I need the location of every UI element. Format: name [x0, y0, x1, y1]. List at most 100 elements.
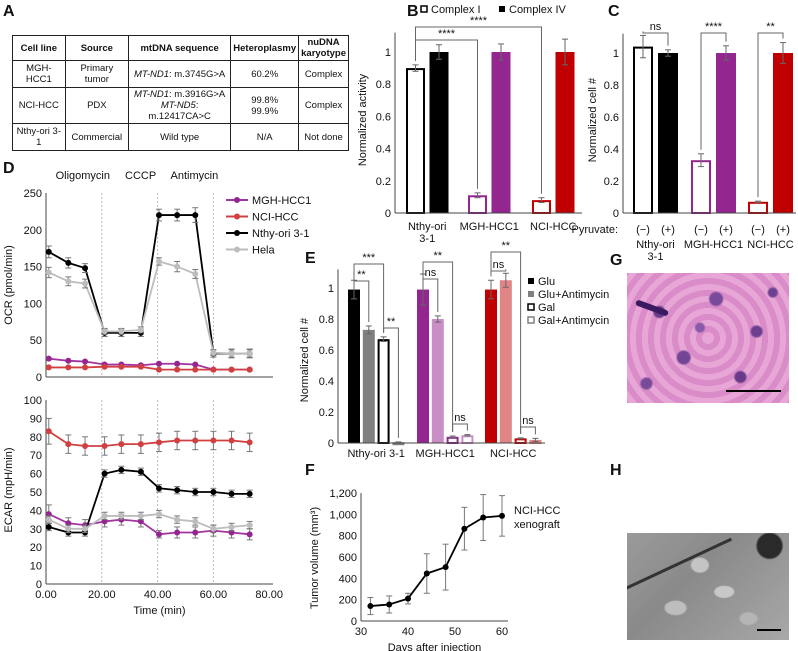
data-point	[82, 265, 89, 272]
category-label-line: Nthy-ori	[408, 221, 447, 233]
significance-label: ns	[493, 259, 505, 271]
significance-bracket	[452, 423, 468, 433]
data-point	[192, 361, 199, 368]
data-point	[65, 259, 72, 266]
y-tick-label: 30	[30, 524, 42, 536]
legend-label: Glu	[538, 276, 555, 288]
category-label-line: MGH-HCC1	[684, 239, 743, 251]
data-point	[246, 439, 253, 446]
header-source: Source	[64, 35, 130, 61]
histology-image	[627, 273, 789, 403]
data-point	[174, 487, 181, 494]
series-line	[48, 469, 250, 534]
data-point	[210, 349, 217, 356]
significance-bracket	[757, 32, 784, 198]
y-tick-label: 0	[351, 616, 357, 628]
legend-label: Hela	[252, 245, 276, 257]
bar	[348, 289, 360, 443]
legend-marker	[234, 246, 240, 253]
bar	[555, 52, 575, 213]
y-tick-label: 0.6	[319, 345, 334, 357]
y-tick-label: 0.8	[376, 79, 391, 91]
category-label-line: 3-1	[419, 233, 435, 245]
data-point	[137, 363, 144, 370]
injection-label: Antimycin	[171, 170, 219, 182]
data-point	[228, 366, 235, 373]
header-karyotype: nuDNA karyotype	[298, 35, 349, 61]
data-point	[423, 570, 430, 577]
bar-chart-e	[348, 273, 542, 446]
significance-label: **	[357, 269, 366, 281]
category-label-line: 3-1	[648, 251, 664, 263]
x-tick-label: 20.00	[88, 589, 116, 601]
y-tick-label: 150	[24, 262, 42, 274]
data-point	[45, 248, 52, 255]
y-tick-label: 80	[30, 432, 42, 444]
bar-chart-c	[633, 35, 793, 215]
y-tick-label: 1	[613, 48, 619, 60]
y-tick-label: 100	[24, 395, 42, 407]
cell-line: MGH-HCC1	[12, 60, 66, 88]
bar	[461, 435, 474, 444]
heteroplasmy: 60.2%	[230, 60, 300, 88]
data-point	[192, 529, 199, 536]
panel-label-g: G	[610, 252, 623, 269]
significance-label: ns	[522, 415, 534, 427]
karyotype: Not done	[298, 123, 349, 151]
significance-bracket	[415, 39, 478, 189]
bar	[658, 53, 678, 213]
x-tick-label: 0.00	[35, 589, 56, 601]
panel-label-e: E	[305, 250, 316, 267]
y-tick-label: 0	[36, 579, 42, 591]
electron-micrograph-image	[627, 533, 789, 640]
source: Commercial	[64, 123, 130, 151]
category-label-line: MGH-HCC1	[460, 221, 519, 233]
bar	[431, 319, 444, 443]
data-point	[480, 514, 487, 521]
y-tick-label: 0.2	[376, 176, 391, 188]
x-label-prefix: Pyruvate:	[572, 224, 618, 236]
significance-bracket	[422, 270, 439, 312]
data-point	[82, 280, 89, 287]
x-tick-label: 80.00	[255, 589, 283, 601]
series-tick-label: (+)	[719, 224, 733, 236]
data-point	[118, 363, 125, 370]
bar	[362, 329, 375, 443]
x-tick-label: 30	[355, 626, 367, 638]
data-point	[65, 364, 72, 371]
panel-label-h: H	[610, 462, 622, 479]
gene: MT-ND5	[160, 100, 196, 111]
data-point	[82, 358, 89, 365]
y-tick-label: 0.8	[604, 80, 619, 92]
y-tick-label: 0.6	[376, 111, 391, 123]
series-tick-label: (−)	[751, 224, 765, 236]
data-point	[155, 439, 162, 446]
y-tick-label: 40	[30, 505, 42, 517]
mutation: : m.12417CA>C	[148, 100, 211, 122]
data-point	[246, 522, 253, 529]
source: PDX	[64, 87, 130, 124]
category-label: MGH-HCC1	[460, 221, 519, 233]
series-line	[48, 513, 250, 536]
data-point	[82, 525, 89, 532]
karyotype: Complex	[298, 87, 349, 124]
data-point	[228, 437, 235, 444]
panel-label-a: A	[3, 3, 15, 20]
y-tick-label: 50	[30, 335, 42, 347]
y-axis-title: Tumor volume (mm³)	[309, 507, 321, 609]
data-point	[192, 518, 199, 525]
significance-bracket	[353, 276, 370, 322]
gene: MT-ND1	[134, 68, 170, 80]
panel-label-f: F	[305, 462, 315, 479]
legend-label: Gal	[538, 302, 555, 314]
mtdna-sequence: MT-ND1: m.3745G>A	[128, 60, 232, 88]
panel-label-b: B	[407, 3, 419, 20]
significance-bracket	[422, 261, 454, 433]
y-tick-label: 250	[24, 188, 42, 200]
x-axis-title: Days after injection	[388, 642, 482, 651]
y-axis-title: Normalized activity	[357, 73, 369, 166]
category-label: Nthy-ori 3-1	[347, 448, 404, 460]
panel-label-d: D	[3, 160, 15, 177]
data-point	[45, 269, 52, 276]
significance-bracket	[353, 263, 385, 333]
